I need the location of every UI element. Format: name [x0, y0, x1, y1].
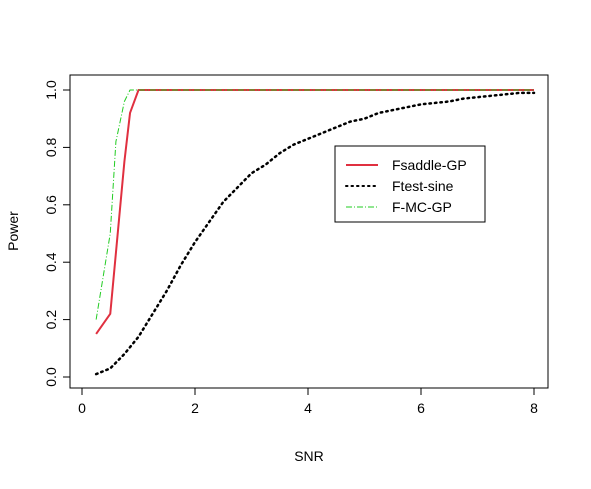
legend-label-fsaddle-gp: Fsaddle-GP [392, 157, 467, 173]
series-layer [94, 89, 536, 376]
series-line-f-mc-gp [95, 89, 534, 320]
y-tick-label: 0.2 [43, 310, 59, 330]
legend: Fsaddle-GP Ftest-sine F-MC-GP [334, 145, 486, 223]
y-tick-label: 0.8 [43, 137, 59, 157]
x-tick-label: 2 [191, 400, 199, 416]
y-tick-label: 0.0 [43, 367, 59, 387]
x-axis-label: SNR [294, 448, 324, 464]
y-tick-label: 1.0 [43, 80, 59, 100]
legend-box [334, 145, 486, 223]
x-tick-label: 4 [304, 400, 312, 416]
x-axis: 0 2 4 6 8 [78, 387, 538, 416]
legend-label-ftest-sine: Ftest-sine [392, 178, 454, 194]
y-axis: 0.0 0.2 0.4 0.6 0.8 1.0 [43, 80, 71, 387]
x-tick-label: 6 [417, 400, 425, 416]
x-tick-label: 0 [78, 400, 86, 416]
x-tick-label: 8 [530, 400, 538, 416]
y-axis-label: Power [5, 211, 21, 251]
y-tick-label: 0.6 [43, 195, 59, 215]
legend-label-f-mc-gp: F-MC-GP [392, 199, 452, 215]
y-tick-label: 0.4 [43, 252, 59, 272]
series-line-ftest-sine [94, 91, 536, 376]
